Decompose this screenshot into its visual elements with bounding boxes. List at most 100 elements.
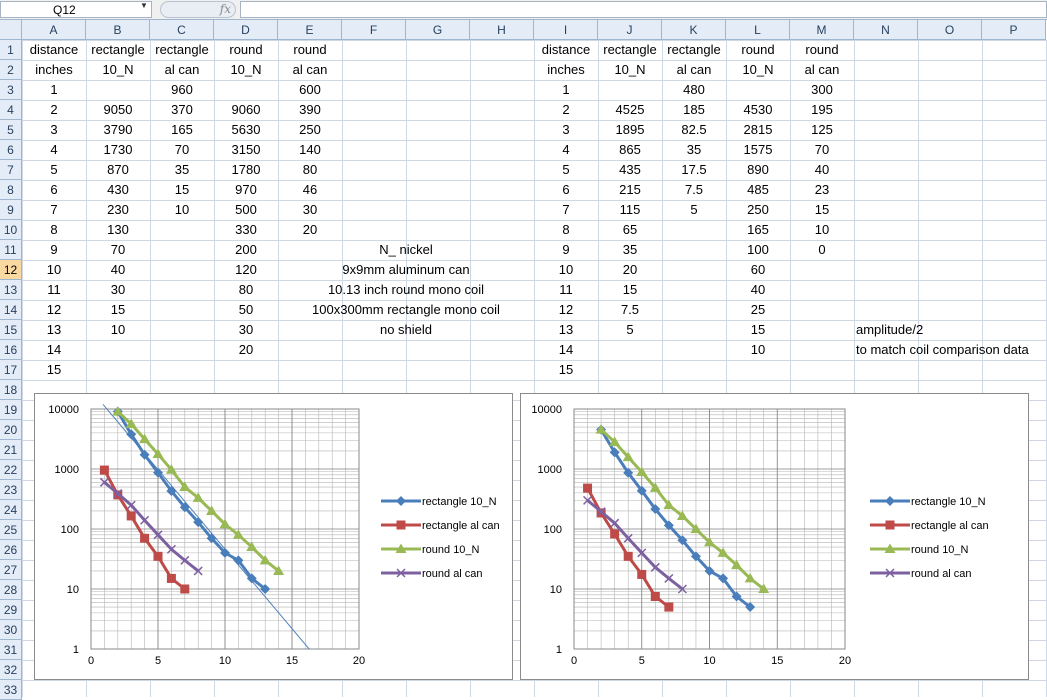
chart-left[interactable]: 0 5 10 15 20 1 10 100 1000 10000 rectangle 10_N rec… xyxy=(34,393,513,680)
name-box[interactable]: Q12 xyxy=(0,1,152,18)
cell-d12[interactable]: 120 xyxy=(235,262,257,277)
cell-j4[interactable]: 4525 xyxy=(615,102,645,117)
cell-e6[interactable]: 140 xyxy=(299,142,321,157)
cell-i4[interactable]: 2 xyxy=(562,102,570,117)
column-header-m[interactable]: M xyxy=(790,20,854,40)
cell-k2[interactable]: al can xyxy=(676,62,712,77)
insert-function-button[interactable]: fx xyxy=(160,1,236,18)
cell-d4[interactable]: 9060 xyxy=(231,102,261,117)
row-header-15[interactable]: 15 xyxy=(0,320,22,340)
row-header-22[interactable]: 22 xyxy=(0,460,22,480)
cell-b5[interactable]: 3790 xyxy=(103,122,133,137)
cell-d14[interactable]: 50 xyxy=(238,302,254,317)
cell-m2[interactable]: al can xyxy=(804,62,840,77)
cell-n16[interactable]: to match coil comparison data xyxy=(856,342,1029,357)
cell-j9[interactable]: 115 xyxy=(619,202,641,217)
cell-i14[interactable]: 12 xyxy=(558,302,574,317)
cell-l7[interactable]: 890 xyxy=(747,162,769,177)
row-header-18[interactable]: 18 xyxy=(0,380,22,400)
cell-k6[interactable]: 35 xyxy=(686,142,702,157)
cell-b8[interactable]: 430 xyxy=(107,182,129,197)
cell-j12[interactable]: 20 xyxy=(622,262,638,277)
row-header-31[interactable]: 31 xyxy=(0,640,22,660)
cell-i2[interactable]: inches xyxy=(547,62,585,77)
row-header-11[interactable]: 11 xyxy=(0,240,22,260)
cell-m9[interactable]: 15 xyxy=(814,202,830,217)
cell-a10[interactable]: 8 xyxy=(50,222,58,237)
cell-a11[interactable]: 9 xyxy=(50,242,58,257)
cell-j10[interactable]: 65 xyxy=(622,222,638,237)
cell-b9[interactable]: 230 xyxy=(107,202,129,217)
cell-f11[interactable]: N_ nickel xyxy=(379,242,433,257)
row-header-3[interactable]: 3 xyxy=(0,80,22,100)
select-all-corner[interactable] xyxy=(0,20,22,40)
cell-m7[interactable]: 40 xyxy=(814,162,830,177)
cell-c2[interactable]: al can xyxy=(164,62,200,77)
row-header-7[interactable]: 7 xyxy=(0,160,22,180)
column-header-c[interactable]: C xyxy=(150,20,214,40)
cell-i15[interactable]: 13 xyxy=(558,322,574,337)
cell-l6[interactable]: 1575 xyxy=(743,142,773,157)
cell-d1[interactable]: round xyxy=(229,42,263,57)
row-header-13[interactable]: 13 xyxy=(0,280,22,300)
row-header-23[interactable]: 23 xyxy=(0,480,22,500)
column-header-e[interactable]: E xyxy=(278,20,342,40)
cell-a4[interactable]: 2 xyxy=(50,102,58,117)
chart-right[interactable]: 0 5 10 15 20 1 10 100 1000 10000 rectangle 10_N rec… xyxy=(520,393,1029,680)
cell-a5[interactable]: 3 xyxy=(50,122,58,137)
cell-f15[interactable]: no shield xyxy=(379,322,433,337)
cell-j13[interactable]: 15 xyxy=(622,282,638,297)
cell-b1[interactable]: rectangle xyxy=(91,42,145,57)
column-header-d[interactable]: D xyxy=(214,20,278,40)
cell-e2[interactable]: al can xyxy=(292,62,328,77)
cell-a13[interactable]: 11 xyxy=(47,282,61,297)
cell-a3[interactable]: 1 xyxy=(50,82,58,97)
chevron-down-icon[interactable]: ▼ xyxy=(140,1,148,10)
column-header-i[interactable]: I xyxy=(534,20,598,40)
cell-b13[interactable]: 30 xyxy=(110,282,126,297)
cell-k4[interactable]: 185 xyxy=(683,102,705,117)
cell-k3[interactable]: 480 xyxy=(683,82,705,97)
cell-j15[interactable]: 5 xyxy=(626,322,634,337)
cell-k7[interactable]: 17.5 xyxy=(681,162,707,177)
cell-a17[interactable]: 15 xyxy=(46,362,62,377)
cell-j5[interactable]: 1895 xyxy=(615,122,645,137)
cell-j14[interactable]: 7.5 xyxy=(620,302,640,317)
cell-b2[interactable]: 10_N xyxy=(102,62,134,77)
cell-a6[interactable]: 4 xyxy=(50,142,58,157)
cell-b10[interactable]: 130 xyxy=(107,222,129,237)
cell-n15[interactable]: amplitude/2 xyxy=(856,322,924,337)
row-header-28[interactable]: 28 xyxy=(0,580,22,600)
cell-i10[interactable]: 8 xyxy=(562,222,570,237)
cell-l1[interactable]: round xyxy=(741,42,775,57)
cell-d10[interactable]: 330 xyxy=(235,222,257,237)
cell-k5[interactable]: 82.5 xyxy=(681,122,707,137)
cell-i9[interactable]: 7 xyxy=(562,202,570,217)
cell-c7[interactable]: 35 xyxy=(174,162,190,177)
row-header-12[interactable]: 12 xyxy=(0,260,22,280)
column-header-a[interactable]: A xyxy=(22,20,86,40)
cell-b11[interactable]: 70 xyxy=(110,242,126,257)
cell-e10[interactable]: 20 xyxy=(302,222,318,237)
column-header-j[interactable]: J xyxy=(598,20,662,40)
column-header-f[interactable]: F xyxy=(342,20,406,40)
cell-b7[interactable]: 870 xyxy=(107,162,129,177)
row-header-2[interactable]: 2 xyxy=(0,60,22,80)
column-header-k[interactable]: K xyxy=(662,20,726,40)
cell-k1[interactable]: rectangle xyxy=(667,42,721,57)
cell-a15[interactable]: 13 xyxy=(46,322,62,337)
cell-l13[interactable]: 40 xyxy=(750,282,766,297)
cell-l12[interactable]: 60 xyxy=(750,262,766,277)
row-header-6[interactable]: 6 xyxy=(0,140,22,160)
row-header-4[interactable]: 4 xyxy=(0,100,22,120)
cell-l14[interactable]: 25 xyxy=(750,302,766,317)
column-header-h[interactable]: H xyxy=(470,20,534,40)
cell-m1[interactable]: round xyxy=(805,42,839,57)
cell-a2[interactable]: inches xyxy=(35,62,73,77)
cell-d7[interactable]: 1780 xyxy=(231,162,261,177)
row-header-33[interactable]: 33 xyxy=(0,680,22,700)
cell-l15[interactable]: 15 xyxy=(750,322,766,337)
worksheet-grid[interactable]: A B C D E F G H I J K L M N O P 1 distance rectangle rectan… xyxy=(0,20,1047,700)
cell-i6[interactable]: 4 xyxy=(562,142,570,157)
cell-d9[interactable]: 500 xyxy=(235,202,257,217)
